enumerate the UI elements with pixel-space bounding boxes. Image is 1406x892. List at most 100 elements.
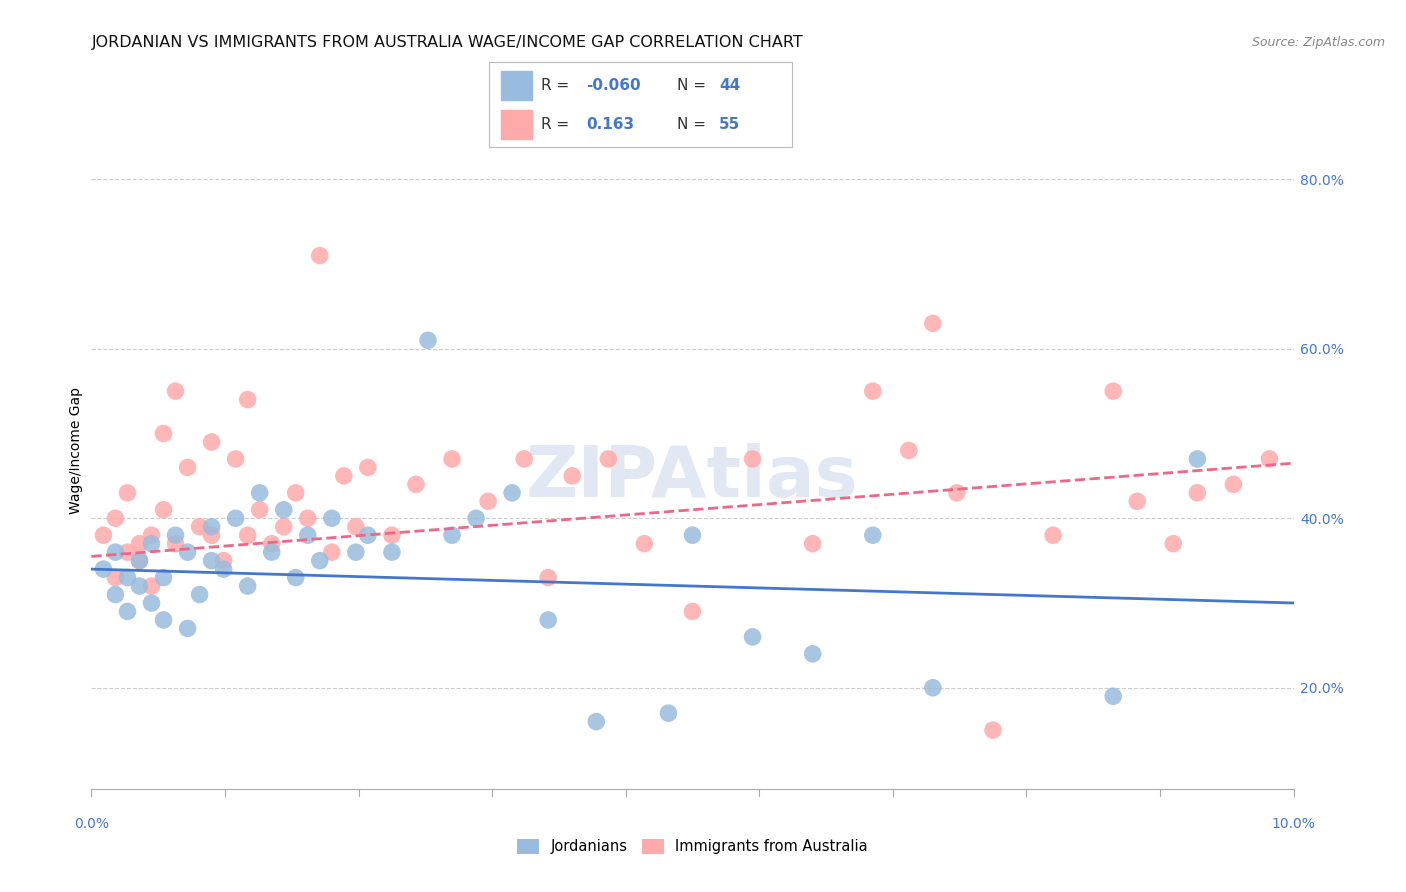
Text: R =: R = xyxy=(541,117,574,132)
Point xyxy=(260,537,283,551)
Point xyxy=(308,249,330,263)
Point xyxy=(201,435,224,450)
Point xyxy=(357,528,380,542)
Point xyxy=(1258,452,1281,467)
Point xyxy=(440,452,463,467)
Point xyxy=(440,528,463,542)
Point xyxy=(1042,528,1064,542)
Point xyxy=(104,511,127,525)
Text: Source: ZipAtlas.com: Source: ZipAtlas.com xyxy=(1251,37,1385,49)
Text: 55: 55 xyxy=(718,117,741,132)
Point xyxy=(152,503,174,517)
Point xyxy=(201,553,224,568)
Point xyxy=(128,553,150,568)
Point xyxy=(922,681,945,695)
Point xyxy=(93,528,115,542)
Point xyxy=(273,519,295,533)
Point xyxy=(284,571,307,585)
Y-axis label: Wage/Income Gap: Wage/Income Gap xyxy=(69,387,83,514)
Point xyxy=(212,562,235,576)
Point xyxy=(104,545,127,559)
Point xyxy=(381,545,404,559)
Point xyxy=(1222,477,1244,491)
Point xyxy=(381,528,404,542)
Point xyxy=(513,452,536,467)
Point xyxy=(249,485,271,500)
Point xyxy=(104,588,127,602)
Point xyxy=(1102,384,1125,399)
Text: N =: N = xyxy=(676,117,710,132)
Point xyxy=(416,334,439,348)
Bar xyxy=(502,71,531,100)
Point xyxy=(922,317,945,331)
Point xyxy=(165,528,187,542)
Point xyxy=(477,494,499,508)
Point xyxy=(165,384,187,399)
Point xyxy=(273,503,295,517)
Point xyxy=(284,485,307,500)
Point xyxy=(188,519,211,533)
Point xyxy=(405,477,427,491)
Point xyxy=(344,519,367,533)
Point xyxy=(862,528,884,542)
Point xyxy=(981,723,1004,737)
Point xyxy=(897,443,920,458)
Point xyxy=(946,485,969,500)
Point xyxy=(236,579,259,593)
Point xyxy=(141,537,163,551)
Point xyxy=(801,647,824,661)
Point xyxy=(561,469,583,483)
Text: 0.0%: 0.0% xyxy=(75,817,108,830)
Text: N =: N = xyxy=(676,78,710,93)
Point xyxy=(201,528,224,542)
Point xyxy=(465,511,488,525)
Point xyxy=(308,553,330,568)
Text: 10.0%: 10.0% xyxy=(1271,817,1316,830)
Point xyxy=(236,392,259,407)
Point xyxy=(176,545,198,559)
Bar xyxy=(502,110,531,139)
Text: JORDANIAN VS IMMIGRANTS FROM AUSTRALIA WAGE/INCOME GAP CORRELATION CHART: JORDANIAN VS IMMIGRANTS FROM AUSTRALIA W… xyxy=(91,36,803,50)
Point xyxy=(1187,485,1209,500)
Point xyxy=(152,426,174,441)
Point xyxy=(141,579,163,593)
Text: -0.060: -0.060 xyxy=(586,78,641,93)
Point xyxy=(633,537,655,551)
Point xyxy=(801,537,824,551)
Point xyxy=(598,452,620,467)
Point xyxy=(681,528,703,542)
Point xyxy=(537,613,560,627)
Point xyxy=(117,605,139,619)
Point xyxy=(585,714,607,729)
Text: 0.163: 0.163 xyxy=(586,117,634,132)
Point xyxy=(741,452,763,467)
Point xyxy=(1102,689,1125,703)
Point xyxy=(681,605,703,619)
Point xyxy=(357,460,380,475)
Point xyxy=(260,545,283,559)
Point xyxy=(117,545,139,559)
Point xyxy=(741,630,763,644)
Point xyxy=(344,545,367,559)
Point xyxy=(537,571,560,585)
Point xyxy=(333,469,356,483)
Point xyxy=(321,545,343,559)
Point xyxy=(176,621,198,635)
Point xyxy=(188,588,211,602)
Point xyxy=(128,579,150,593)
Point xyxy=(93,562,115,576)
Point xyxy=(201,519,224,533)
Point xyxy=(321,511,343,525)
Point xyxy=(152,613,174,627)
Text: ZIPAtlas: ZIPAtlas xyxy=(526,443,859,512)
Point xyxy=(152,571,174,585)
Point xyxy=(165,537,187,551)
Point xyxy=(117,485,139,500)
Point xyxy=(141,528,163,542)
Point xyxy=(176,460,198,475)
Point xyxy=(225,452,247,467)
Text: R =: R = xyxy=(541,78,574,93)
Point xyxy=(225,511,247,525)
Point xyxy=(1126,494,1149,508)
Point xyxy=(236,528,259,542)
